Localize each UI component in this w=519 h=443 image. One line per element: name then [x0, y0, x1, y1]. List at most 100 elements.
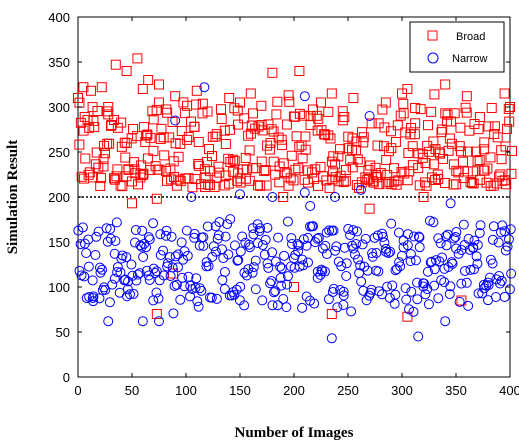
x-tick-label: 50: [125, 383, 139, 398]
y-tick-label: 350: [48, 55, 70, 70]
broad-point: [173, 151, 184, 162]
narrow-point: [364, 290, 375, 301]
narrow-point: [472, 258, 483, 269]
broad-point: [109, 174, 120, 185]
narrow-point: [207, 251, 218, 262]
broad-point: [313, 180, 324, 191]
narrow-point: [422, 284, 433, 295]
narrow-point: [341, 258, 352, 269]
x-axis-title: Number of Images: [235, 425, 354, 441]
narrow-point: [199, 82, 210, 93]
narrow-point: [102, 236, 113, 247]
broad-point: [443, 145, 454, 156]
broad-point: [327, 174, 338, 185]
broad-point: [407, 160, 418, 171]
narrow-point: [194, 283, 205, 294]
broad-point: [360, 172, 371, 183]
broad-point: [472, 156, 483, 167]
narrow-point: [276, 280, 287, 291]
narrow-point: [450, 231, 461, 242]
broad-point: [112, 122, 123, 133]
narrow-point: [248, 229, 259, 240]
broad-point: [151, 193, 162, 204]
broad-point: [85, 85, 96, 96]
narrow-point: [185, 280, 196, 291]
broad-point: [455, 146, 466, 157]
narrow-point: [456, 278, 467, 289]
broad-point: [499, 88, 510, 99]
narrow-point: [235, 281, 246, 292]
broad-point: [364, 203, 375, 214]
broad-point: [241, 164, 252, 175]
broad-point: [479, 137, 490, 148]
broad-point: [138, 168, 149, 179]
narrow-point: [109, 248, 120, 259]
broad-point: [182, 134, 193, 145]
narrow-point: [303, 257, 314, 268]
broad-point: [358, 137, 369, 148]
broad-point: [138, 122, 149, 133]
broad-point: [245, 88, 256, 99]
narrow-point: [257, 240, 268, 251]
broad-point: [386, 179, 397, 190]
narrow-point: [241, 270, 252, 281]
broad-point: [504, 116, 515, 127]
broad-point: [335, 144, 346, 155]
legend-broad-label: Broad: [456, 31, 485, 43]
broad-point: [158, 132, 169, 143]
broad-point: [313, 113, 324, 124]
broad-point: [460, 102, 471, 113]
narrow-point: [445, 281, 456, 292]
broad-point: [92, 106, 103, 117]
narrow-point: [485, 254, 496, 265]
broad-point: [368, 177, 379, 188]
narrow-point: [259, 249, 270, 260]
narrow-point: [298, 234, 309, 245]
broad-point: [247, 108, 258, 119]
broad-point: [424, 146, 435, 157]
narrow-point: [290, 249, 301, 260]
narrow-point: [499, 226, 510, 237]
broad-point: [485, 152, 496, 163]
narrow-point: [298, 260, 309, 271]
narrow-point: [297, 254, 308, 265]
narrow-point: [324, 225, 335, 236]
broad-point: [213, 161, 224, 172]
narrow-point: [387, 280, 398, 291]
broad-point: [183, 131, 194, 142]
narrow-point: [239, 300, 250, 311]
narrow-point: [121, 291, 132, 302]
narrow-point: [506, 268, 517, 279]
narrow-point: [433, 233, 444, 244]
narrow-point: [331, 241, 342, 252]
broad-point: [390, 136, 401, 147]
broad-point: [330, 159, 341, 170]
broad-point: [377, 104, 388, 115]
broad-point: [197, 108, 208, 119]
narrow-point: [161, 225, 172, 236]
narrow-point: [441, 231, 452, 242]
broad-point: [224, 124, 235, 135]
narrow-point: [105, 224, 116, 235]
narrow-point: [456, 245, 467, 256]
broad-point: [446, 138, 457, 149]
broad-point: [116, 117, 127, 128]
broad-point: [353, 182, 364, 193]
broad-point: [413, 163, 424, 174]
narrow-point: [162, 261, 173, 272]
data-marks: [73, 53, 517, 344]
narrow-point: [75, 239, 86, 250]
broad-point: [461, 91, 472, 102]
broad-point: [261, 180, 272, 191]
legend-narrow-label: Narrow: [452, 53, 488, 65]
broad-point: [159, 150, 170, 161]
broad-point: [80, 153, 91, 164]
narrow-point: [497, 220, 508, 231]
broad-point: [253, 121, 264, 132]
narrow-point: [373, 266, 384, 277]
broad-point: [294, 66, 305, 76]
broad-point: [215, 104, 226, 115]
narrow-point: [222, 219, 233, 230]
broad-point: [465, 177, 476, 188]
narrow-point: [273, 232, 284, 243]
